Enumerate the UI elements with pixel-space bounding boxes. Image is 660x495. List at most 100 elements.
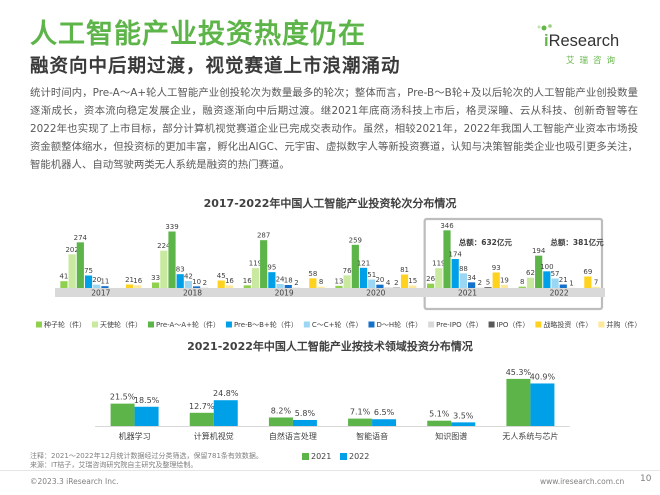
tick-label-2020: 2020	[366, 289, 385, 298]
bar-label-2022-s0: 8	[520, 278, 524, 286]
footnote-note: 注释：2021～2022年12月统计数据经过分类筛选，保留781条有效数据。	[30, 452, 263, 460]
legend-swatch-7	[488, 321, 495, 328]
bar-2021-s2	[443, 230, 451, 288]
bar2-3-2021	[348, 418, 373, 426]
bar-label-2017-s8: 21	[125, 276, 134, 284]
bar-label-2019-s5: 18	[284, 277, 293, 285]
bar-label-2020-s7: 2	[394, 279, 398, 287]
bar-2020-s4	[368, 279, 376, 288]
bar-label-2020-s9: 15	[408, 277, 417, 285]
logo-dots-icon	[537, 24, 552, 31]
bar-2022-s1	[526, 277, 535, 288]
bar-2020-s5	[376, 284, 384, 288]
legend-swatch-9	[598, 321, 605, 328]
bar-label-2021-s6: 2	[478, 279, 482, 287]
legend-label-7: IPO（件）	[497, 320, 530, 329]
bar-2018-s1	[160, 250, 168, 288]
bar2-1-2021	[189, 412, 214, 426]
bar-2017-s9	[134, 285, 142, 288]
bar-label-2019-s9: 8	[319, 278, 323, 286]
bar-2020-s3	[359, 267, 368, 288]
bar-2020-s9	[409, 285, 417, 288]
legend-swatch-5	[368, 321, 375, 328]
legend-label-2: Pre-A～A+轮（件）	[156, 320, 220, 329]
bar2-label-4-2022: 3.5%	[453, 411, 474, 420]
bar-2018-s4	[184, 281, 192, 288]
legend-swatch-6	[428, 321, 435, 328]
bar-2018-s0	[152, 282, 160, 288]
bar2-4-2021	[427, 420, 452, 426]
website-link[interactable]: www.iresearch.com.cn	[540, 477, 625, 486]
total-annotation-2021: 总额：632亿元	[459, 237, 513, 247]
bar-label-2017-s2: 274	[74, 234, 88, 242]
bar2-label-3-2022: 6.5%	[374, 408, 395, 417]
bar-label-2017-s5: 11	[100, 278, 109, 286]
bar-label-2018-s4: 42	[184, 273, 193, 281]
bar-2022-s0	[518, 286, 526, 288]
bar-2019-s0	[243, 285, 251, 288]
bar-label-2018-s9: 16	[225, 277, 234, 285]
bar-2019-s4	[276, 284, 284, 288]
logo-subtitle: 艾瑞咨询	[566, 56, 621, 66]
bar2-label-0-2021: 21.5%	[110, 393, 136, 402]
bar-2017-s3	[84, 275, 93, 288]
bar-label-2019-s4: 24	[276, 276, 285, 284]
tick-label-2019: 2019	[275, 289, 294, 298]
bar2-label-5-2021: 45.3%	[506, 368, 532, 377]
bar-label-2020-s0: 13	[334, 277, 343, 285]
legend2-swatch-2022	[340, 453, 347, 460]
bar-label-2021-s8: 93	[492, 264, 501, 272]
bar-label-2017-s4: 20	[92, 276, 101, 284]
bar2-label-4-2021: 5.1%	[429, 410, 450, 419]
iresearch-logo: iResearch 艾瑞咨询	[530, 22, 640, 70]
bar-2021-s0	[427, 283, 435, 288]
legend-label-1: 天使轮（件）	[100, 320, 142, 329]
bar-label-2017-s3: 75	[84, 267, 93, 275]
bar-label-2020-s2: 259	[349, 236, 362, 244]
footnote-source: 来源：IT桔子，艾瑞咨询研究院自主研究及整理绘制。	[30, 461, 198, 469]
category-band	[55, 288, 605, 297]
bar-label-2021-s1: 119	[432, 260, 445, 268]
footer-divider	[0, 470, 660, 471]
bar-2018-s8	[217, 280, 225, 288]
bar-2017-s0	[60, 281, 68, 288]
bar-label-2021-s7: 5	[486, 279, 490, 287]
highlight-box-2021-2022	[423, 217, 604, 311]
bar-label-2020-s6: 4	[386, 279, 391, 287]
bar-2022-s9	[592, 286, 600, 288]
bar-2021-s9	[500, 284, 508, 288]
bar-label-2022-s4: 57	[551, 270, 560, 278]
summary-paragraph: 统计时间内，Pre-A～A+轮人工智能产业创投轮次为数量最多的轮次；整体而言，P…	[30, 87, 638, 171]
bar-label-2020-s5: 20	[375, 276, 384, 284]
bar-2017-s5	[101, 286, 109, 288]
bar2-4-2022	[451, 422, 476, 426]
tick2-label-1: 计算机视觉	[194, 431, 234, 441]
legend2-swatch-2021	[302, 453, 309, 460]
legend-label-4: C～C+轮（件）	[312, 320, 363, 329]
bar-label-2018-s3: 83	[176, 266, 185, 274]
bar-label-2018-s2: 339	[165, 223, 178, 231]
bar-2019-s1	[251, 268, 260, 288]
bar-label-2022-s9: 7	[594, 278, 598, 286]
bar-label-2019-s1: 119	[249, 260, 262, 268]
bar-label-2020-s1: 76	[343, 267, 352, 275]
tick-label-2018: 2018	[183, 289, 202, 298]
bar-2022-s8	[584, 276, 592, 288]
tick2-label-3: 智能语音	[356, 431, 388, 441]
bar-2018-s9	[225, 285, 233, 288]
bar-label-2018-s5: 10	[192, 278, 201, 286]
bar-2020-s8	[400, 274, 409, 288]
legend-label-6: Pre-IPO（件）	[436, 320, 482, 329]
bar-label-2019-s6: 2	[294, 279, 298, 287]
footnote: 注释：2021～2022年12月统计数据经过分类筛选，保留781条有效数据。 来…	[30, 452, 263, 470]
legend-label-0: 种子轮（件）	[44, 320, 86, 329]
bar-label-2018-s8: 45	[217, 272, 226, 280]
tick2-label-5: 无人系统与芯片	[502, 431, 558, 441]
bar-label-2022-s5: 21	[559, 276, 568, 284]
bar-2022-s3	[543, 271, 551, 288]
legend-label-3: Pre-B～B+轮（件）	[234, 320, 298, 329]
legend-swatch-0	[36, 321, 42, 328]
bar-2018-s5	[193, 286, 201, 288]
bar-2019-s5	[284, 285, 292, 288]
